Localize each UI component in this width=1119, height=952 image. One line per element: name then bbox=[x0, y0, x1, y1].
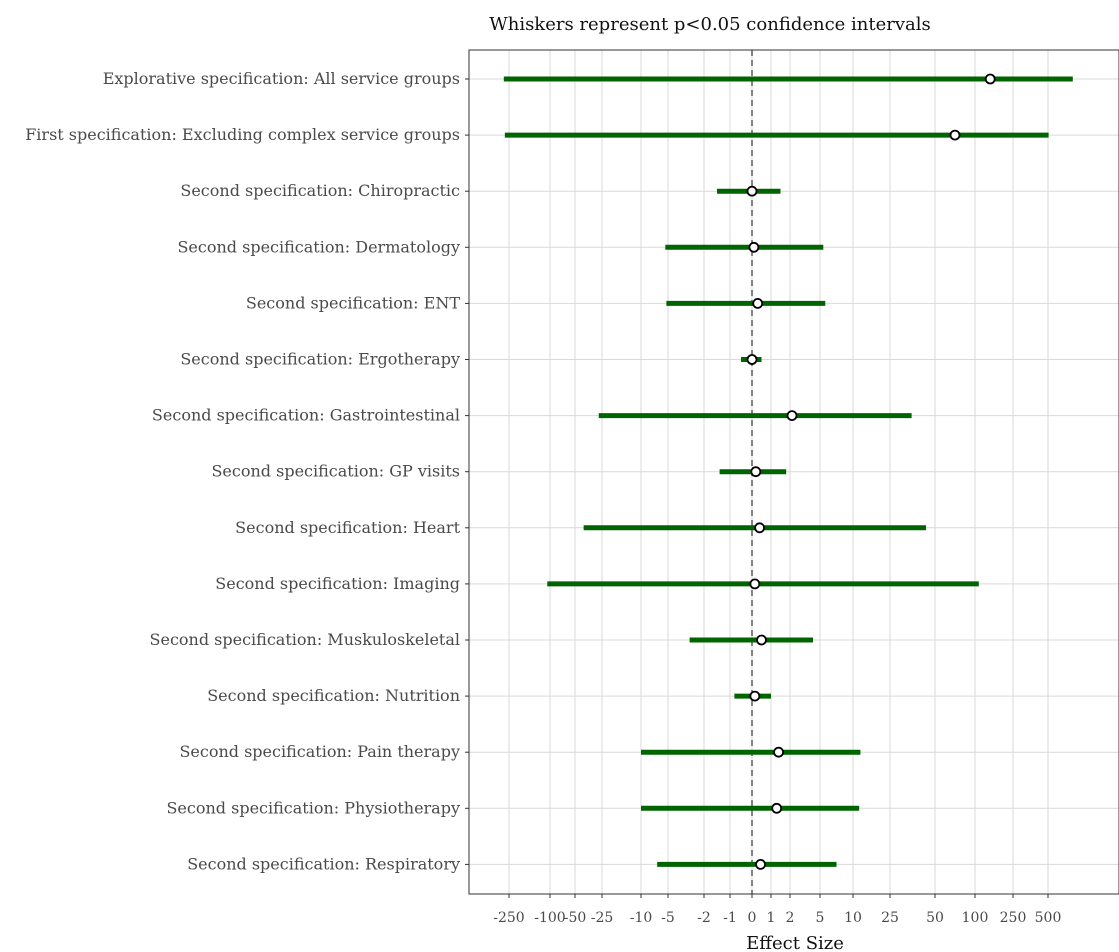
estimate-point bbox=[771, 802, 783, 814]
x-axis-ticks: -250 -100-50 -25 -10 -5 -2 -1 0 1 2 5 10 25 50 100 250 5… bbox=[493, 894, 1061, 926]
y-tick-label: Second specification: Ergotherapy bbox=[180, 350, 460, 369]
estimate-point bbox=[750, 466, 762, 478]
estimate-point bbox=[754, 522, 765, 534]
estimate-point bbox=[984, 73, 996, 85]
estimate-point bbox=[949, 129, 961, 141]
x-tick-label: -10 bbox=[630, 910, 653, 926]
x-tick-label: 5 bbox=[816, 910, 825, 926]
estimate-point bbox=[746, 354, 758, 365]
y-axis-labels: Explorative specification: All service g… bbox=[25, 69, 469, 873]
x-tick-label: 25 bbox=[881, 910, 899, 926]
x-tick-label: 1 bbox=[767, 910, 776, 926]
estimate-point bbox=[749, 578, 761, 590]
y-tick-label: Second specification: Dermatology bbox=[177, 237, 460, 256]
y-tick-label: Second specification: Gastrointestinal bbox=[152, 406, 460, 425]
x-tick-label: -100 bbox=[534, 910, 565, 926]
x-tick-label: 10 bbox=[844, 910, 862, 926]
x-tick-label: -1 bbox=[723, 910, 737, 926]
x-tick-label: 500 bbox=[1035, 910, 1062, 926]
x-tick-label: -50 bbox=[564, 910, 587, 926]
x-tick-label: 2 bbox=[786, 910, 795, 926]
estimate-point bbox=[755, 859, 766, 870]
y-tick-label: Second specification: Heart bbox=[235, 518, 460, 537]
estimate-point bbox=[746, 185, 758, 197]
estimate-point bbox=[752, 297, 764, 309]
y-tick-label: Second specification: Respiratory bbox=[187, 854, 460, 873]
y-tick-label: Second specification: Muskuloskeletal bbox=[150, 630, 460, 649]
y-tick-label: Second specification: GP visits bbox=[211, 462, 460, 481]
x-tick-label: 50 bbox=[926, 910, 944, 926]
x-tick-label: 250 bbox=[1000, 910, 1027, 926]
x-tick-label: 100 bbox=[962, 910, 989, 926]
x-axis-label: Effect Size bbox=[746, 933, 844, 952]
y-tick-label: Second specification: Nutrition bbox=[207, 686, 460, 705]
estimate-point bbox=[756, 634, 767, 646]
grid-lines bbox=[469, 50, 1119, 894]
estimate-point bbox=[749, 690, 761, 702]
x-tick-label: -250 bbox=[493, 910, 524, 926]
x-tick-label: 0 bbox=[748, 910, 757, 926]
y-tick-label: Second specification: Pain therapy bbox=[179, 742, 460, 761]
estimate-point bbox=[748, 241, 760, 253]
chart-title: Whiskers represent p<0.05 confidence int… bbox=[489, 14, 931, 35]
y-tick-label: First specification: Excluding complex s… bbox=[25, 125, 460, 144]
y-tick-label: Second specification: ENT bbox=[246, 293, 460, 312]
estimate-point bbox=[786, 410, 798, 422]
x-tick-label: -25 bbox=[591, 910, 614, 926]
y-tick-label: Second specification: Chiropractic bbox=[180, 181, 460, 200]
y-tick-label: Second specification: Imaging bbox=[215, 574, 460, 593]
estimate-rows bbox=[503, 73, 1073, 870]
y-tick-label: Explorative specification: All service g… bbox=[103, 69, 460, 88]
x-tick-label: -5 bbox=[661, 910, 675, 926]
x-tick-label: -2 bbox=[697, 910, 711, 926]
estimate-point bbox=[773, 746, 784, 758]
y-tick-label: Second specification: Physiotherapy bbox=[166, 798, 460, 817]
